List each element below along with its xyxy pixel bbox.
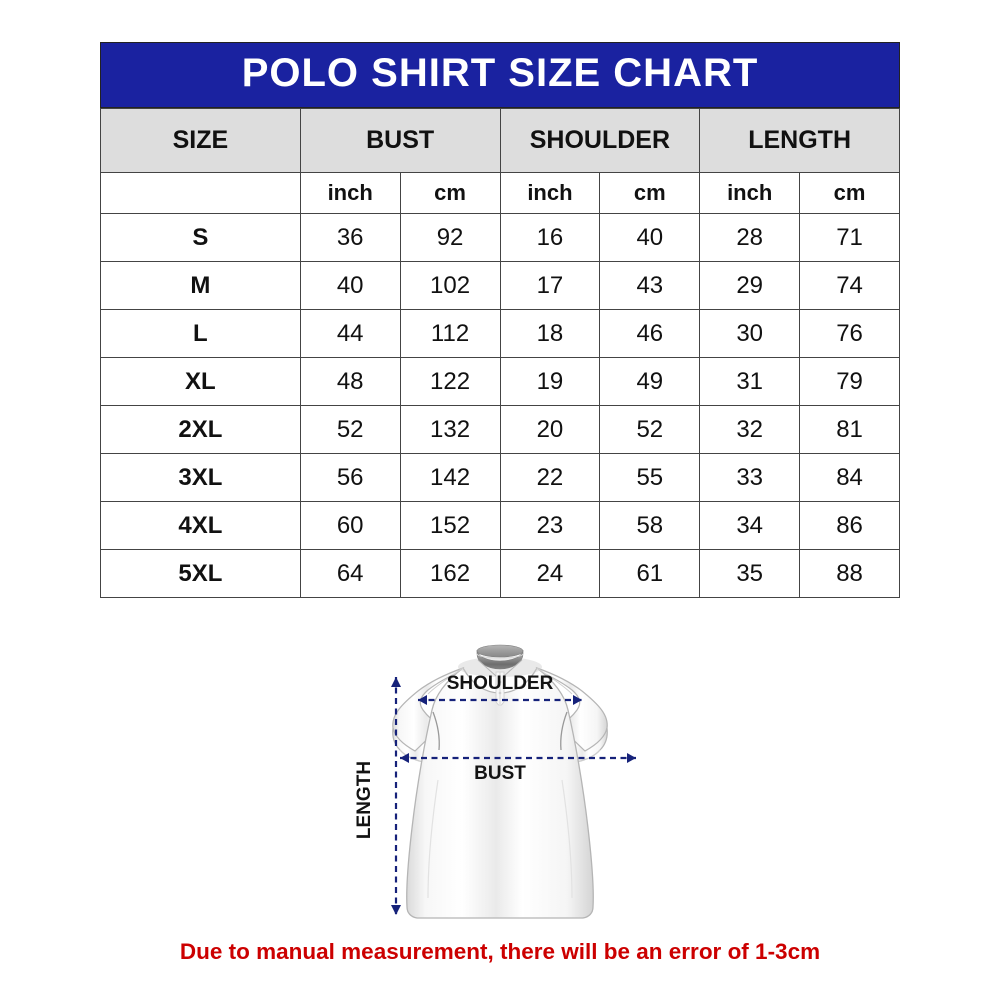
svg-text:BUST: BUST <box>474 763 526 784</box>
svg-text:SHOULDER: SHOULDER <box>447 673 554 694</box>
svg-text:LENGTH: LENGTH <box>354 761 375 839</box>
